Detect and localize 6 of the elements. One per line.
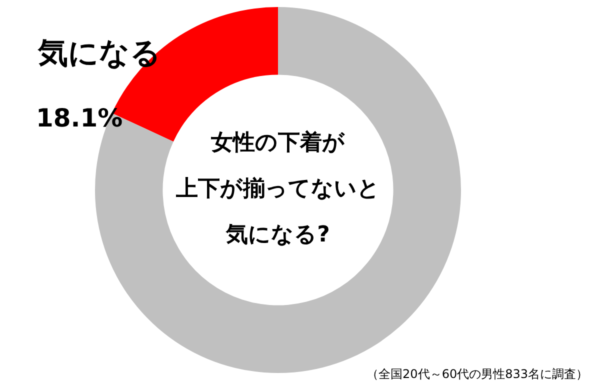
data-label: 18.1% [36,104,123,132]
text: 女性の下着が [210,130,345,156]
text: 気になる? [225,222,330,248]
text: （全国20代～60代の男性833名に調査） [366,366,588,383]
text: 上下が揃ってないと [175,176,380,202]
slice-label: 気になる [37,36,161,71]
